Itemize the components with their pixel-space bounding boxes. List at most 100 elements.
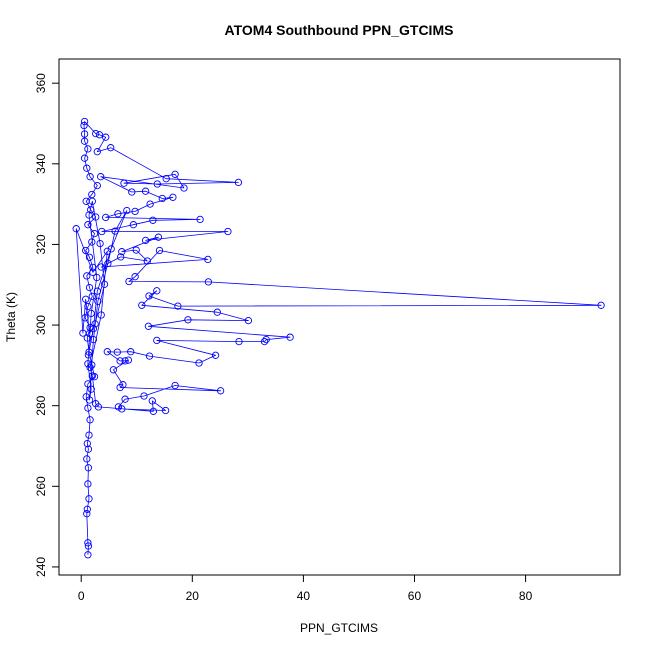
plot-frame bbox=[58, 58, 621, 576]
data-point bbox=[123, 206, 131, 215]
data-point bbox=[235, 337, 243, 346]
data-point bbox=[154, 233, 163, 241]
data-point bbox=[129, 221, 138, 229]
data-point bbox=[89, 325, 98, 333]
data-point bbox=[80, 137, 89, 145]
data-point bbox=[162, 175, 170, 183]
data-point bbox=[161, 406, 170, 415]
data-point bbox=[113, 348, 121, 356]
data-point bbox=[141, 236, 150, 245]
data-point bbox=[196, 215, 204, 224]
data-point bbox=[86, 416, 94, 424]
data-point bbox=[174, 302, 182, 310]
data-point bbox=[84, 542, 93, 550]
data-point bbox=[83, 505, 91, 513]
data-point bbox=[91, 320, 99, 328]
data-point bbox=[85, 396, 94, 404]
data-point bbox=[260, 337, 269, 346]
y-tick-label: 260 bbox=[34, 476, 48, 496]
data-point bbox=[103, 247, 111, 255]
data-point bbox=[93, 287, 101, 295]
data-point bbox=[84, 145, 92, 153]
data-point bbox=[84, 551, 92, 559]
data-point bbox=[97, 311, 105, 319]
data-point bbox=[153, 287, 161, 295]
data-point bbox=[84, 480, 92, 488]
x-tick-label: 0 bbox=[78, 589, 85, 603]
data-point bbox=[116, 383, 124, 392]
data-point bbox=[149, 407, 158, 415]
x-tick-label: 60 bbox=[408, 589, 422, 603]
data-point bbox=[84, 380, 92, 388]
data-point bbox=[114, 210, 122, 218]
data-point bbox=[89, 263, 97, 272]
data-point bbox=[169, 193, 177, 201]
data-point bbox=[84, 464, 93, 472]
data-point bbox=[90, 229, 99, 238]
data-point bbox=[102, 213, 110, 222]
data-point bbox=[83, 455, 91, 463]
data-point bbox=[204, 255, 212, 264]
series-line bbox=[75, 121, 602, 555]
data-point bbox=[216, 387, 225, 395]
data-point bbox=[82, 295, 90, 303]
y-tick-label: 360 bbox=[34, 73, 48, 93]
data-point bbox=[262, 335, 270, 344]
data-point bbox=[180, 184, 188, 192]
x-axis-label: PPN_GTCIMS bbox=[300, 621, 378, 635]
data-point bbox=[104, 259, 112, 268]
data-point bbox=[92, 213, 100, 221]
data-point bbox=[128, 188, 136, 196]
data-point bbox=[84, 445, 93, 453]
data-point bbox=[89, 268, 97, 276]
data-point bbox=[143, 257, 151, 265]
data-point bbox=[121, 357, 129, 365]
data-point bbox=[85, 348, 93, 356]
data-point bbox=[97, 263, 105, 271]
data-point bbox=[103, 348, 111, 356]
data-point bbox=[80, 121, 88, 130]
data-point bbox=[118, 405, 126, 413]
data-point bbox=[84, 221, 92, 229]
data-point bbox=[184, 316, 192, 324]
data-point bbox=[83, 439, 91, 448]
data-point bbox=[93, 148, 101, 156]
y-tick-label: 280 bbox=[34, 395, 48, 415]
data-point bbox=[80, 130, 89, 138]
data-point bbox=[83, 164, 91, 172]
data-point bbox=[88, 292, 96, 301]
data-point bbox=[107, 144, 115, 152]
data-point bbox=[597, 301, 605, 309]
data-point bbox=[84, 404, 92, 412]
data-point bbox=[85, 283, 94, 292]
series-point-group bbox=[72, 117, 605, 559]
data-point bbox=[81, 314, 89, 322]
data-point bbox=[94, 297, 102, 305]
data-point bbox=[145, 352, 154, 360]
data-point bbox=[84, 360, 92, 368]
data-point bbox=[85, 329, 94, 338]
chart-title: ATOM4 Southbound PPN_GTCIMS bbox=[225, 22, 454, 38]
data-point bbox=[85, 431, 93, 439]
data-point bbox=[149, 216, 157, 224]
data-point bbox=[83, 272, 91, 280]
data-point bbox=[87, 309, 95, 318]
x-tick-label: 80 bbox=[519, 589, 533, 603]
data-point bbox=[131, 273, 139, 281]
data-point bbox=[148, 397, 156, 405]
data-point bbox=[171, 381, 179, 390]
x-tick-label: 40 bbox=[297, 589, 311, 603]
data-point bbox=[86, 363, 94, 372]
data-point bbox=[146, 200, 154, 208]
x-tick-label: 20 bbox=[186, 589, 200, 603]
data-point bbox=[107, 245, 115, 253]
data-point bbox=[224, 227, 232, 236]
data-point bbox=[85, 253, 94, 261]
data-point bbox=[286, 333, 294, 341]
data-point bbox=[86, 173, 94, 181]
y-axis-label: Theta (K) bbox=[4, 292, 18, 342]
data-point bbox=[84, 539, 92, 547]
data-point bbox=[93, 181, 101, 190]
data-point bbox=[153, 180, 161, 188]
data-point bbox=[155, 246, 164, 255]
